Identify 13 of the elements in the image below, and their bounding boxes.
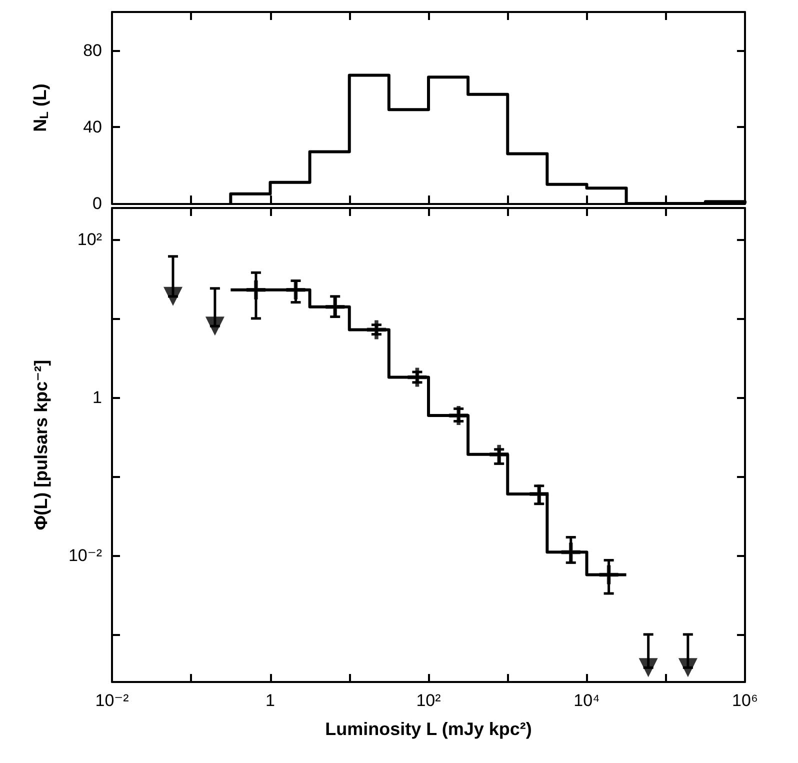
y-tick-label: 40 [83, 117, 102, 136]
y-tick-label: 1 [92, 388, 102, 407]
x-tick-label: 10² [416, 691, 442, 710]
x-axis-title: Luminosity L (mJy kpc²) [325, 719, 532, 739]
x-tick-label: 10⁶ [732, 691, 758, 710]
y-tick-label: 10⁻² [68, 546, 102, 565]
x-tick-label: 1 [266, 691, 275, 710]
y-axis-title: Φ(L) [pulsars kpc⁻²] [31, 360, 51, 530]
y-tick-label: 80 [83, 40, 102, 60]
x-tick-label: 10⁴ [574, 691, 600, 710]
y-tick-label: 0 [92, 194, 102, 213]
y-axis-title: NL (L) [30, 84, 51, 132]
y-tick-label: 10² [77, 230, 102, 249]
